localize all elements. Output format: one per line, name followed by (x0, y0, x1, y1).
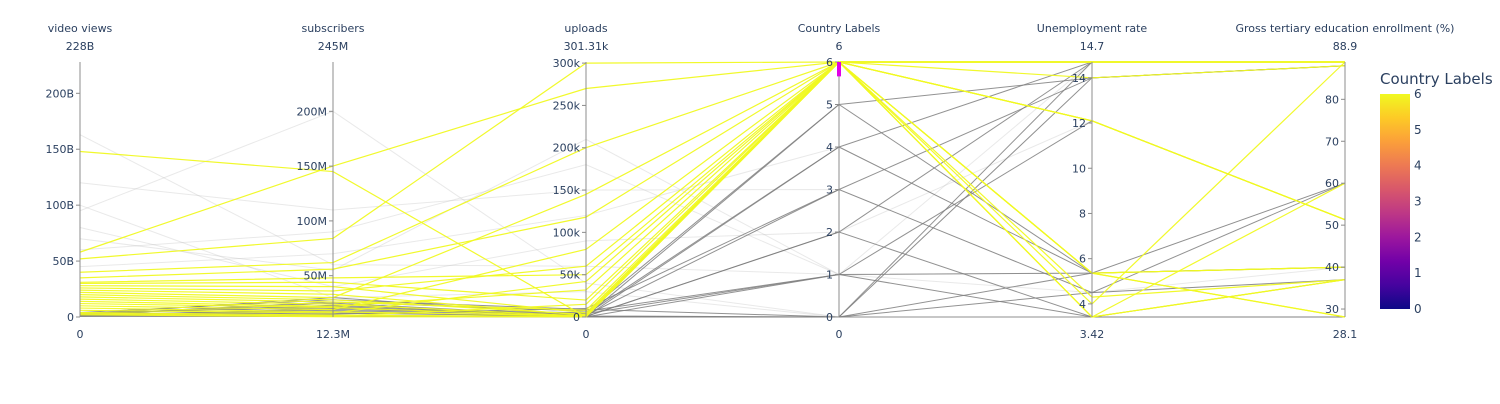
axis-tick-label: 50M (304, 270, 328, 283)
colorbar-tick-label: 2 (1414, 230, 1422, 244)
axis-range-min: 0 (583, 328, 590, 341)
axis-tick-label: 50B (52, 255, 74, 268)
colorbar-tick-label: 3 (1414, 195, 1422, 209)
axis-gross-tertiary-education-enrollment[interactable]: Gross tertiary education enrollment (%) 8… (1236, 22, 1455, 341)
axis-tick-label: 200M (297, 105, 328, 118)
axis-tick-label: 300k (553, 57, 581, 70)
axis-title: Gross tertiary education enrollment (%) (1236, 22, 1455, 35)
axis-tick-label: 250k (553, 99, 581, 112)
axis-unemployment-rate[interactable]: Unemployment rate 14.7 3.42 4 6 8 10 12 14 (1037, 22, 1148, 341)
colorbar-ticks: 0 1 2 3 4 5 6 (1414, 87, 1422, 316)
axis-tick-label: 70 (1325, 135, 1339, 148)
axis-range-max: 301.31k (564, 40, 609, 53)
axis-subscribers[interactable]: subscribers 245M 12.3M 50M 100M 150M 200M (297, 22, 365, 341)
axis-range-max: 6 (836, 40, 843, 53)
axis-tick-label: 0 (573, 311, 580, 324)
axis-tick-label: 0 (826, 311, 833, 324)
filtered-line (79, 120, 1346, 318)
axis-range-max: 14.7 (1080, 40, 1105, 53)
highlighted-line (79, 61, 1345, 260)
axis-tick-label: 10 (1072, 162, 1086, 175)
axis-tick-label: 50 (1325, 219, 1339, 232)
highlighted-line (79, 61, 1346, 253)
axis-range-max: 88.9 (1333, 40, 1358, 53)
axis-range-max: 245M (318, 40, 349, 53)
axis-title: subscribers (301, 22, 364, 35)
axis-range-min: 3.42 (1080, 328, 1105, 341)
axis-tick-label: 100M (297, 215, 328, 228)
colorbar: Country Labels 0 1 2 3 4 5 6 (1380, 70, 1493, 316)
axis-range-min: 0 (836, 328, 843, 341)
axis-tick-label: 100B (45, 199, 74, 212)
axis-range-min: 12.3M (316, 328, 350, 341)
axis-brush-selection[interactable] (837, 62, 841, 77)
colorbar-tick-label: 4 (1414, 159, 1422, 173)
axis-tick-label: 5 (826, 99, 833, 112)
highlighted-line (79, 61, 1345, 311)
highlighted-line (79, 61, 1345, 318)
axis-tick-label: 80 (1325, 93, 1339, 106)
highlighted-lines (79, 61, 1346, 318)
axis-tick-label: 0 (67, 311, 74, 324)
filtered-line (79, 146, 1346, 318)
axis-title: Unemployment rate (1037, 22, 1148, 35)
axis-uploads[interactable]: uploads 301.31k 00 50k 100k 150k 200k 250k 300k (553, 22, 609, 341)
axis-tick-label: 6 (1079, 253, 1086, 266)
colorbar-tick-label: 5 (1414, 123, 1422, 137)
axis-tick-label: 200B (45, 87, 74, 100)
colorbar-tick-label: 1 (1414, 266, 1422, 280)
axis-title: video views (48, 22, 113, 35)
axis-tick-label: 1 (826, 269, 833, 282)
axis-tick-label: 4 (826, 141, 833, 154)
highlighted-line (79, 61, 1346, 273)
colorbar-tick-label: 0 (1414, 302, 1422, 316)
axis-country-labels[interactable]: Country Labels 6 00 1 2 3 4 5 6 (798, 22, 881, 341)
axis-range-min: 0 (77, 328, 84, 341)
axis-tick-label: 150B (45, 143, 74, 156)
filtered-line (79, 65, 1346, 317)
axis-range-max: 228B (66, 40, 95, 53)
axis-tick-label: 12 (1072, 117, 1086, 130)
colorbar-tick-label: 6 (1414, 87, 1422, 101)
highlighted-line (79, 61, 1346, 305)
axis-tick-label: 150M (297, 160, 328, 173)
axis-tick-label: 200k (553, 142, 581, 155)
axis-tick-label: 14 (1072, 72, 1086, 85)
background-line (79, 138, 1346, 294)
axis-tick-label: 2 (826, 226, 833, 239)
highlighted-line (79, 61, 1346, 307)
axis-tick-label: 40 (1325, 261, 1339, 274)
axis-tick-label: 100k (553, 226, 581, 239)
axis-video-views[interactable]: video views 228B 00 50B 100B 150B 200B (45, 22, 112, 341)
axis-tick-label: 4 (1079, 298, 1086, 311)
axes: video views228B0050B100B150B200Bsubscrib… (45, 22, 1454, 341)
axis-tick-label: 6 (826, 56, 833, 69)
highlighted-line (79, 61, 1346, 318)
colorbar-gradient (1380, 94, 1410, 309)
axis-tick-label: 30 (1325, 303, 1339, 316)
highlighted-line (79, 61, 1346, 318)
colorbar-title: Country Labels (1380, 70, 1493, 88)
axis-tick-label: 3 (826, 184, 833, 197)
background-line (79, 182, 1346, 294)
axis-tick-label: 60 (1325, 177, 1339, 190)
axis-tick-label: 150k (553, 184, 581, 197)
axis-tick-label: 50k (560, 269, 581, 282)
filtered-line (79, 188, 1346, 316)
axis-tick-label: 8 (1079, 207, 1086, 220)
axis-range-min: 28.1 (1333, 328, 1358, 341)
axis-title: uploads (564, 22, 607, 35)
axis-title: Country Labels (798, 22, 881, 35)
highlighted-line (79, 61, 1346, 279)
